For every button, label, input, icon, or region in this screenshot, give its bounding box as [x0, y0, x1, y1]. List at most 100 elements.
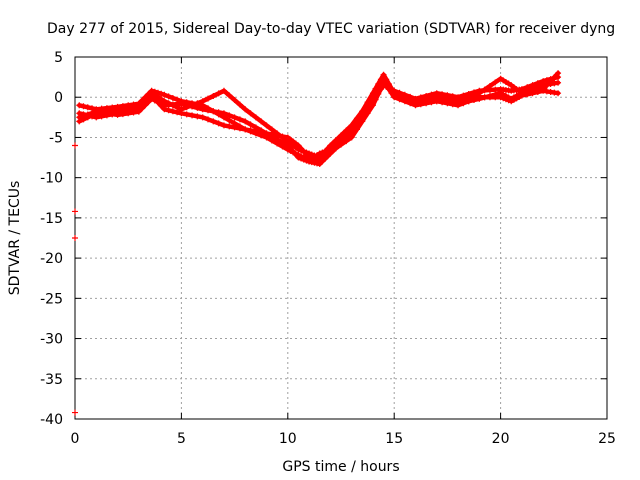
data-point: [338, 141, 344, 148]
data-point: [226, 117, 233, 124]
data-points: [72, 70, 562, 416]
data-point: [298, 145, 305, 152]
y-axis-label: SDTVAR / TECUs: [7, 181, 23, 296]
data-point: [84, 111, 91, 118]
data-point: [492, 86, 499, 93]
data-point: [555, 79, 562, 86]
data-point: [332, 137, 339, 144]
data-point: [139, 99, 146, 106]
data-point: [89, 110, 96, 117]
data-point: [303, 157, 310, 164]
data-point: [303, 151, 310, 158]
data-point: [135, 102, 142, 109]
data-point: [547, 88, 554, 95]
data-point: [505, 87, 512, 94]
data-point: [247, 127, 254, 134]
data-point: [148, 95, 155, 102]
data-point: [114, 111, 121, 118]
data-point: [298, 155, 305, 162]
data-point: [194, 104, 201, 111]
data-point: [455, 100, 462, 107]
data-point: [76, 102, 83, 109]
data-point: [476, 95, 483, 102]
data-point: [169, 108, 176, 115]
data-point: [481, 94, 488, 101]
data-point: [252, 124, 259, 131]
y-tick-label: 0: [54, 90, 63, 106]
data-point: [547, 80, 554, 87]
data-point: [158, 90, 165, 97]
data-point: [534, 84, 541, 91]
data-point: [220, 87, 227, 94]
data-point: [231, 114, 238, 121]
data-point: [555, 74, 562, 81]
data-point: [314, 156, 321, 163]
data-point: [158, 100, 165, 107]
y-tick-label: -15: [40, 211, 63, 227]
data-point: [263, 122, 270, 129]
data-point: [226, 123, 233, 130]
x-tick-label: 25: [598, 431, 616, 447]
data-point: [114, 106, 121, 113]
data-point: [492, 79, 499, 86]
data-point: [169, 95, 176, 102]
data-point: [199, 98, 206, 105]
data-point: [529, 86, 536, 93]
data-point: [383, 82, 390, 89]
data-point: [428, 91, 435, 98]
data-point: [481, 87, 488, 94]
data-point: [142, 102, 149, 109]
data-point: [324, 150, 331, 157]
data-point: [210, 108, 217, 115]
data-point: [199, 114, 206, 121]
data-point: [135, 108, 142, 115]
data-point: [279, 133, 286, 140]
data-point: [119, 111, 126, 118]
data-point: [145, 99, 152, 106]
grid: [75, 57, 607, 419]
data-point: [300, 156, 307, 163]
data-point: [439, 91, 446, 98]
data-point: [231, 124, 238, 131]
data-point: [109, 111, 116, 118]
data-point: [359, 118, 366, 125]
data-point: [417, 94, 424, 101]
data-point: [388, 89, 395, 96]
data-point: [380, 71, 387, 78]
y-tick-label: -20: [40, 251, 63, 267]
data-point: [417, 100, 424, 107]
data-point: [486, 93, 493, 100]
y-tick-label: -40: [40, 412, 63, 428]
data-point: [311, 155, 318, 162]
data-point: [268, 131, 275, 138]
data-point: [516, 86, 523, 93]
data-point: [279, 139, 286, 146]
y-tick-label: -35: [40, 372, 63, 388]
data-point: [174, 101, 181, 108]
data-point: [226, 92, 233, 99]
axis-ticks: 0 5 10 15 20 25 5 0 -5 -10 -15 -20 -25 -30 -35 -40: [40, 50, 616, 447]
data-point: [439, 98, 446, 105]
data-point: [274, 132, 281, 139]
data-point: [412, 100, 419, 107]
data-point: [125, 110, 132, 117]
data-point: [300, 148, 307, 155]
data-point: [165, 107, 172, 114]
outlier-point: [72, 409, 78, 416]
data-point: [524, 88, 531, 95]
data-point: [252, 114, 259, 121]
data-point: [290, 148, 297, 155]
data-point: [433, 90, 440, 97]
data-point: [348, 122, 355, 129]
data-point: [154, 99, 161, 106]
data-point: [308, 155, 315, 162]
data-point: [205, 116, 211, 123]
data-point: [226, 112, 233, 119]
x-axis-label: GPS time / hours: [282, 459, 399, 475]
series-line-1: [77, 70, 561, 163]
data-point: [215, 109, 222, 116]
data-point: [492, 91, 499, 98]
data-point: [516, 91, 523, 98]
data-point: [242, 126, 249, 133]
data-point: [372, 96, 379, 103]
